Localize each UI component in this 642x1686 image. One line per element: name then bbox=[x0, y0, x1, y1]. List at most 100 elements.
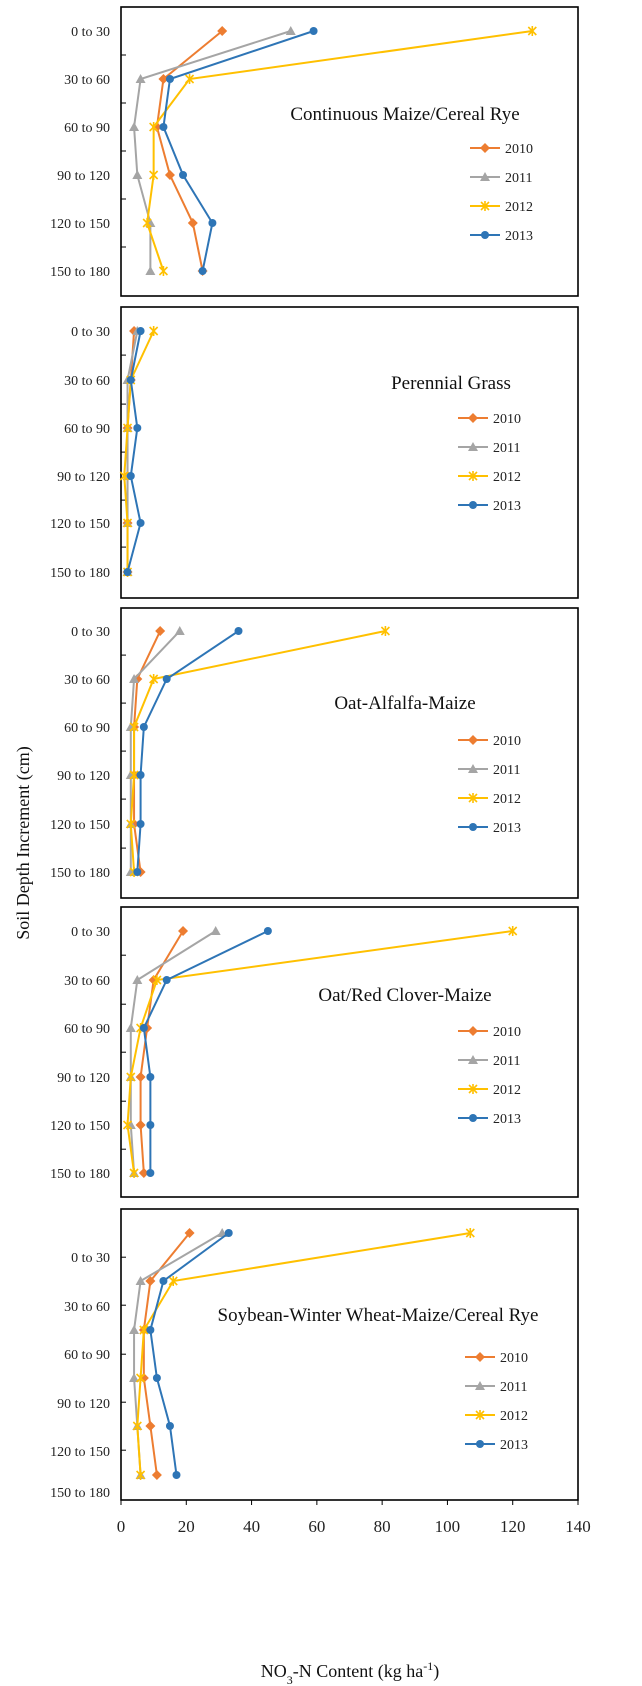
data-point-2013 bbox=[126, 472, 135, 480]
data-point-2012 bbox=[122, 518, 133, 528]
panel-5: 0 to 30 30 to 60 60 to 90 90 to 120 120 to 1… bbox=[50, 1208, 579, 1501]
data-point-2011 bbox=[132, 170, 143, 179]
depth-label: 60 to 90 bbox=[64, 422, 110, 437]
legend-label: 2011 bbox=[493, 441, 520, 456]
data-point-2013 bbox=[146, 1073, 155, 1081]
data-point-2013 bbox=[136, 519, 145, 527]
data-point-2010 bbox=[135, 1120, 146, 1130]
legend-marker-2013 bbox=[469, 1114, 477, 1122]
legend-label: 2012 bbox=[505, 200, 533, 215]
legend-marker-2012 bbox=[480, 201, 490, 211]
series-line-2011 bbox=[133, 30, 292, 271]
data-point-2013 bbox=[224, 1229, 233, 1237]
depth-label: 120 to 150 bbox=[50, 1119, 110, 1134]
depth-label: 30 to 60 bbox=[64, 1300, 110, 1315]
data-point-2012 bbox=[129, 770, 139, 780]
data-point-2011 bbox=[129, 122, 140, 131]
depth-label: 120 to 150 bbox=[50, 517, 110, 532]
legend-marker-2012 bbox=[468, 1084, 478, 1094]
depth-label: 30 to 60 bbox=[64, 673, 110, 688]
data-point-2012 bbox=[158, 266, 169, 276]
series-line-2011 bbox=[129, 630, 181, 872]
data-point-2013 bbox=[139, 1024, 148, 1032]
data-point-2013 bbox=[179, 171, 188, 179]
data-point-2012 bbox=[149, 674, 159, 684]
data-point-2012 bbox=[126, 1072, 136, 1082]
legend-label: 2011 bbox=[500, 1380, 527, 1395]
data-point-2011 bbox=[210, 926, 221, 935]
y-axis-label: Soil Depth Increment (cm) bbox=[13, 746, 34, 939]
depth-label: 60 to 90 bbox=[64, 1348, 110, 1363]
depth-label: 150 to 180 bbox=[50, 866, 110, 881]
data-point-2013 bbox=[133, 868, 142, 876]
series-line-2010 bbox=[155, 30, 223, 272]
depth-label: 120 to 150 bbox=[50, 818, 110, 833]
legend-marker-2012 bbox=[475, 1410, 485, 1420]
data-point-2012 bbox=[119, 471, 129, 481]
panel-title: Perennial Grass bbox=[391, 373, 511, 394]
legend-label: 2013 bbox=[493, 499, 521, 514]
data-point-2010 bbox=[135, 1072, 146, 1082]
data-point-2012 bbox=[184, 74, 195, 84]
depth-label: 90 to 120 bbox=[57, 1397, 110, 1412]
panel-title: Oat/Red Clover-Maize bbox=[318, 985, 491, 1006]
data-point-2010 bbox=[158, 74, 169, 84]
data-point-2011 bbox=[132, 975, 143, 984]
depth-label: 0 to 30 bbox=[71, 1251, 110, 1266]
legend: 2010 2011 2012 2013 bbox=[465, 1351, 528, 1453]
legend-marker-2010 bbox=[475, 1352, 485, 1362]
data-point-2012 bbox=[149, 170, 159, 180]
x-tick-label: 80 bbox=[374, 1517, 391, 1536]
data-point-2013 bbox=[146, 1121, 155, 1129]
data-point-2013 bbox=[309, 27, 318, 35]
series-line-2012 bbox=[129, 630, 386, 873]
legend-label: 2013 bbox=[493, 821, 521, 836]
data-point-2013 bbox=[133, 424, 142, 432]
legend: 2010 2011 2012 2013 bbox=[458, 1025, 521, 1127]
data-point-2011 bbox=[129, 1373, 140, 1382]
legend-marker-2011 bbox=[475, 1381, 485, 1390]
panel-frame bbox=[120, 906, 579, 1198]
legend-marker-2010 bbox=[480, 143, 490, 153]
depth-label: 150 to 180 bbox=[50, 566, 110, 581]
data-point-2013 bbox=[162, 675, 171, 683]
depth-label: 120 to 150 bbox=[50, 1445, 110, 1460]
data-point-2012 bbox=[152, 975, 162, 985]
depth-label: 90 to 120 bbox=[57, 169, 110, 184]
legend-marker-2010 bbox=[468, 1026, 478, 1036]
data-point-2010 bbox=[155, 626, 166, 636]
data-point-2011 bbox=[135, 1276, 146, 1285]
depth-label: 90 to 120 bbox=[57, 1071, 110, 1086]
data-point-2010 bbox=[145, 1276, 156, 1286]
depth-label: 120 to 150 bbox=[50, 217, 110, 232]
data-point-2010 bbox=[151, 1470, 162, 1480]
x-tick-label: 140 bbox=[565, 1517, 591, 1536]
depth-label: 30 to 60 bbox=[64, 974, 110, 989]
panel-title: Soybean-Winter Wheat-Maize/Cereal Rye bbox=[218, 1305, 539, 1326]
data-point-2013 bbox=[159, 123, 168, 131]
data-point-2013 bbox=[263, 927, 272, 935]
data-point-2012 bbox=[136, 1470, 146, 1480]
legend-label: 2011 bbox=[493, 763, 520, 778]
data-point-2013 bbox=[165, 75, 174, 83]
x-tick-label: 40 bbox=[243, 1517, 260, 1536]
data-point-2012 bbox=[132, 1421, 142, 1431]
x-axis: 0 20 40 60 80 100 120 140 bbox=[117, 1500, 591, 1536]
data-point-2010 bbox=[164, 170, 175, 180]
data-point-2013 bbox=[172, 1471, 181, 1479]
data-point-2011 bbox=[285, 26, 296, 35]
legend-label: 2012 bbox=[500, 1409, 528, 1424]
panel-title: Continuous Maize/Cereal Rye bbox=[290, 104, 519, 125]
data-point-2013 bbox=[162, 976, 171, 984]
data-point-2011 bbox=[129, 674, 140, 683]
legend-label: 2013 bbox=[493, 1112, 521, 1127]
panel-frame bbox=[120, 607, 579, 899]
legend-marker-2010 bbox=[468, 413, 478, 423]
depth-label: 150 to 180 bbox=[50, 1486, 110, 1501]
legend-label: 2012 bbox=[493, 1083, 521, 1098]
panel-2: 0 to 30 30 to 60 60 to 90 90 to 120 120 to 1… bbox=[50, 306, 579, 599]
data-point-2013 bbox=[136, 327, 145, 335]
panel-title: Oat-Alfalfa-Maize bbox=[334, 693, 475, 714]
data-point-2013 bbox=[234, 627, 243, 635]
legend: 2010 2011 2012 2013 bbox=[458, 412, 521, 514]
